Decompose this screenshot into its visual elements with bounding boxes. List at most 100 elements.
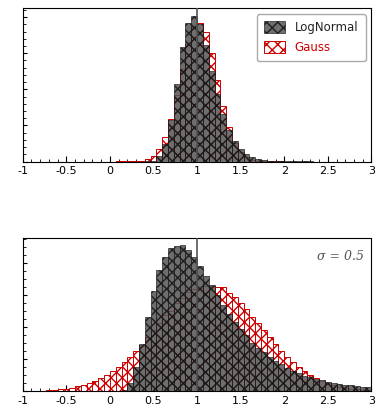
Bar: [203, 32, 209, 162]
Bar: [273, 344, 279, 391]
Bar: [127, 383, 133, 391]
Bar: [168, 248, 174, 391]
Bar: [87, 384, 92, 391]
Bar: [255, 159, 261, 162]
Bar: [197, 23, 203, 162]
Bar: [185, 250, 191, 391]
Bar: [139, 161, 145, 162]
Bar: [203, 286, 209, 391]
Bar: [226, 130, 232, 162]
Bar: [157, 323, 162, 391]
Bar: [261, 160, 267, 162]
Bar: [267, 161, 273, 162]
Bar: [255, 348, 261, 391]
Bar: [162, 315, 168, 391]
Bar: [238, 149, 244, 162]
Bar: [145, 317, 150, 391]
Text: σ = 0.5: σ = 0.5: [318, 250, 365, 263]
Bar: [139, 344, 145, 391]
Bar: [191, 258, 197, 391]
Bar: [209, 286, 215, 391]
Bar: [180, 246, 185, 391]
Bar: [220, 105, 226, 162]
Bar: [209, 53, 215, 162]
Bar: [122, 362, 127, 391]
Bar: [232, 141, 238, 162]
Bar: [203, 45, 209, 162]
Bar: [360, 387, 366, 391]
Bar: [174, 303, 180, 391]
Bar: [319, 381, 325, 391]
Bar: [157, 157, 162, 162]
Bar: [307, 375, 313, 391]
Bar: [69, 388, 75, 391]
Bar: [46, 390, 52, 391]
Bar: [302, 371, 307, 391]
Bar: [249, 160, 255, 162]
Bar: [180, 47, 185, 162]
Bar: [232, 297, 238, 391]
Bar: [162, 137, 168, 162]
Bar: [319, 380, 325, 391]
Bar: [226, 127, 232, 162]
Bar: [249, 157, 255, 162]
Bar: [127, 357, 133, 391]
Bar: [174, 246, 180, 391]
Bar: [92, 381, 98, 391]
Bar: [191, 16, 197, 162]
Bar: [307, 377, 313, 391]
Bar: [302, 375, 307, 391]
Bar: [279, 365, 284, 391]
Bar: [150, 330, 157, 391]
Bar: [290, 363, 296, 391]
Bar: [145, 337, 150, 391]
Bar: [58, 389, 63, 391]
Legend: LogNormal, Gauss: LogNormal, Gauss: [257, 14, 365, 61]
Bar: [249, 343, 255, 391]
Bar: [197, 288, 203, 391]
Bar: [75, 386, 81, 391]
Bar: [145, 159, 150, 162]
Bar: [220, 115, 226, 162]
Bar: [180, 69, 185, 162]
Bar: [284, 357, 290, 391]
Bar: [215, 80, 220, 162]
Bar: [116, 367, 122, 391]
Bar: [209, 71, 215, 162]
Bar: [104, 375, 110, 391]
Bar: [133, 367, 139, 391]
Bar: [157, 149, 162, 162]
Bar: [296, 367, 302, 391]
Bar: [215, 94, 220, 162]
Bar: [232, 322, 238, 391]
Bar: [348, 389, 354, 391]
Bar: [238, 303, 244, 391]
Bar: [226, 314, 232, 391]
Bar: [360, 390, 366, 391]
Bar: [203, 276, 209, 391]
Bar: [267, 358, 273, 391]
Bar: [290, 370, 296, 391]
Bar: [366, 387, 371, 391]
Bar: [122, 390, 127, 391]
Bar: [249, 317, 255, 391]
Bar: [185, 44, 191, 162]
Bar: [255, 161, 261, 162]
Bar: [185, 23, 191, 162]
Bar: [168, 311, 174, 391]
Bar: [168, 119, 174, 162]
Bar: [232, 143, 238, 162]
Bar: [220, 305, 226, 391]
Bar: [238, 152, 244, 162]
Bar: [325, 383, 331, 391]
Bar: [185, 292, 191, 391]
Bar: [162, 258, 168, 391]
Bar: [191, 27, 197, 162]
Bar: [337, 386, 342, 391]
Bar: [325, 382, 331, 391]
Bar: [238, 329, 244, 391]
Bar: [244, 157, 249, 162]
Bar: [174, 84, 180, 162]
Bar: [150, 291, 157, 391]
Bar: [110, 371, 116, 391]
